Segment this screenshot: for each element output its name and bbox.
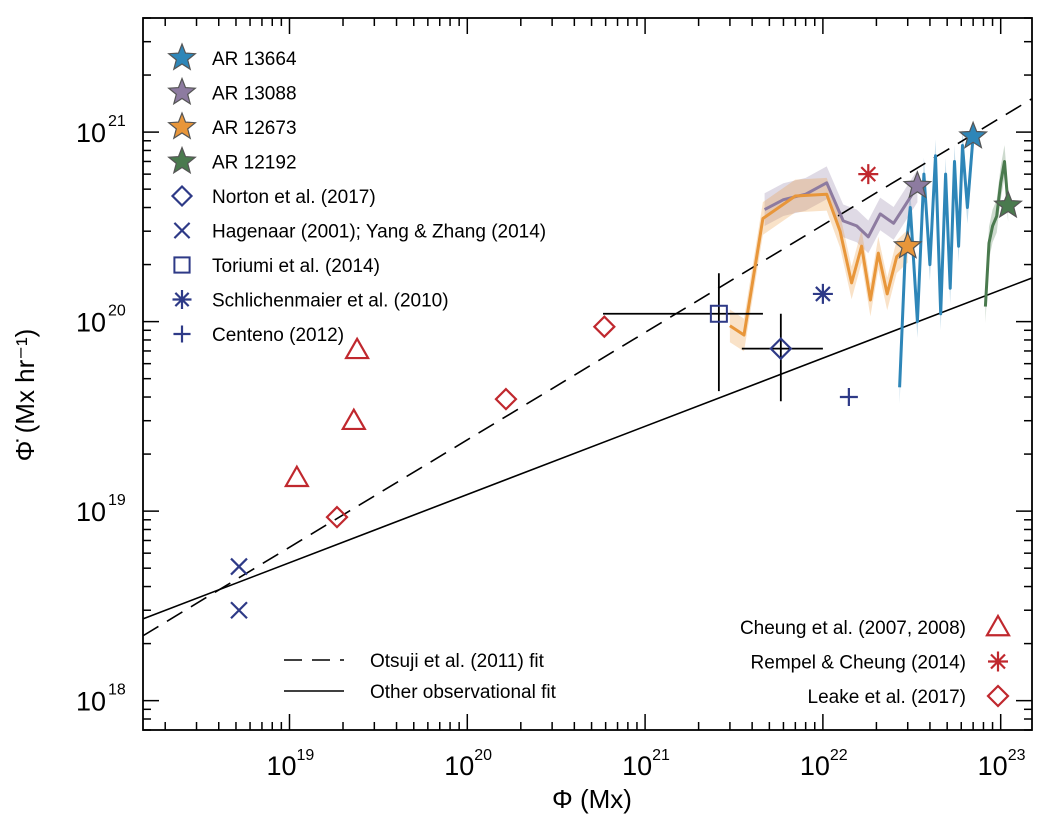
plot-border	[142, 17, 1033, 731]
x-tick-label-exponent: 22	[830, 747, 848, 764]
point-cheung-et-al-2007-2008	[340, 407, 367, 431]
legend-label-leake-et-al-2017: Leake et al. (2017)	[808, 687, 966, 708]
point-norton-et-al-2017	[769, 337, 793, 361]
point-schlichenmaier-et-al-2010	[812, 283, 833, 304]
legend: AR 13664 AR 13088 AR 12673 AR 12192 Norton e…	[167, 42, 1011, 708]
point-cheung-et-al-2007-2008	[344, 336, 370, 360]
legend-label-schlichenmaier-et-al-2010: Schlichenmaier et al. (2010)	[212, 291, 449, 312]
x-tick-label-exponent: 23	[1008, 747, 1026, 764]
fit-line-other-observational-fit	[142, 277, 1033, 620]
legend-marker-ar-12673	[167, 111, 197, 140]
legend-marker-cheung-et-al-2007-2008	[985, 613, 1011, 637]
legend-marker-hagenaar-2001-yang-zhang-2014	[173, 222, 191, 239]
legend-marker-norton-et-al-2017	[170, 184, 194, 208]
legend-label-ar-12192: AR 12192	[212, 153, 297, 174]
active-region-curves	[729, 136, 1010, 388]
legend-label-rempel-cheung-2014: Rempel & Cheung (2014)	[751, 653, 966, 674]
x-tick-label-exponent: 20	[474, 747, 492, 764]
fit-lines	[142, 98, 1033, 637]
legend-marker-leake-et-al-2017	[986, 684, 1010, 708]
legend-label-ar-13088: AR 13088	[212, 84, 297, 105]
point-hagenaar-2001-yang-zhang-2014	[230, 601, 248, 619]
x-tick-label: 10	[978, 751, 1008, 781]
legend-marker-rempel-cheung-2014	[988, 651, 1008, 672]
legend-marker-ar-13088	[167, 76, 197, 106]
legend-label-centeno-2012: Centeno (2012)	[212, 325, 344, 346]
point-rempel-cheung-2014	[858, 164, 879, 185]
legend-label-ar-12673: AR 12673	[212, 118, 297, 139]
y-tick-label: 10	[76, 118, 106, 148]
x-tick-label: 10	[266, 751, 296, 781]
y-tick-label-exponent: 20	[108, 303, 126, 320]
legend-label-hagenaar-2001-yang-zhang-2014: Hagenaar (2001); Yang & Zhang (2014)	[212, 222, 546, 243]
x-tick-label: 10	[800, 751, 830, 781]
curve-ar-12192	[983, 160, 1010, 307]
point-leake-et-al-2017	[325, 505, 349, 529]
legend-marker-ar-12192	[167, 145, 197, 175]
legend-marker-toriumi-et-al-2014	[173, 256, 191, 274]
point-leake-et-al-2017	[592, 315, 616, 339]
band-ar-12673	[729, 177, 908, 352]
legend-label-norton-et-al-2017: Norton et al. (2017)	[212, 187, 376, 208]
x-tick-label: 10	[622, 751, 652, 781]
point-ar-13088	[902, 170, 933, 199]
legend-marker-centeno-2012	[173, 325, 191, 343]
y-tick-label: 10	[76, 497, 106, 527]
plot-frame	[142, 17, 1033, 731]
y-axis-label: Φ̇ (Mx hr⁻¹)	[10, 329, 40, 462]
point-ar-12192	[993, 189, 1023, 219]
legend-marker-ar-13664	[167, 42, 197, 71]
legend-label-otsuji-et-al-2011-fit: Otsuji et al. (2011) fit	[370, 651, 545, 672]
y-tick-label-exponent: 18	[108, 682, 126, 699]
axis-ticks	[143, 17, 1032, 731]
point-hagenaar-2001-yang-zhang-2014	[230, 557, 248, 576]
legend-label-cheung-et-al-2007-2008: Cheung et al. (2007, 2008)	[740, 618, 966, 639]
curve-ar-12673	[729, 192, 909, 337]
point-leake-et-al-2017	[494, 387, 518, 411]
band-ar-13088	[764, 166, 918, 254]
point-ar-12673	[892, 230, 923, 259]
y-tick-label: 10	[76, 308, 106, 338]
legend-label-toriumi-et-al-2014: Toriumi et al. (2014)	[212, 256, 380, 277]
legend-label-ar-13664: AR 13664	[212, 49, 297, 70]
x-axis-label: Φ (Mx)	[552, 784, 632, 814]
legend-marker-schlichenmaier-et-al-2010	[172, 290, 192, 309]
y-tick-label-exponent: 19	[108, 492, 126, 509]
point-cheung-et-al-2007-2008	[283, 464, 310, 488]
x-tick-label: 10	[444, 751, 474, 781]
point-centeno-2012	[839, 388, 858, 407]
point-ar-13664	[958, 120, 989, 149]
fit-line-otsuji-et-al-2011-fit	[142, 98, 1033, 637]
x-tick-label-exponent: 19	[296, 747, 314, 764]
y-tick-label-exponent: 21	[108, 113, 126, 130]
data-points	[230, 120, 1023, 619]
y-tick-label: 10	[76, 687, 106, 717]
point-toriumi-et-al-2014	[709, 304, 728, 323]
legend-label-other-observational-fit: Other observational fit	[370, 682, 557, 703]
x-tick-label-exponent: 21	[652, 747, 670, 764]
